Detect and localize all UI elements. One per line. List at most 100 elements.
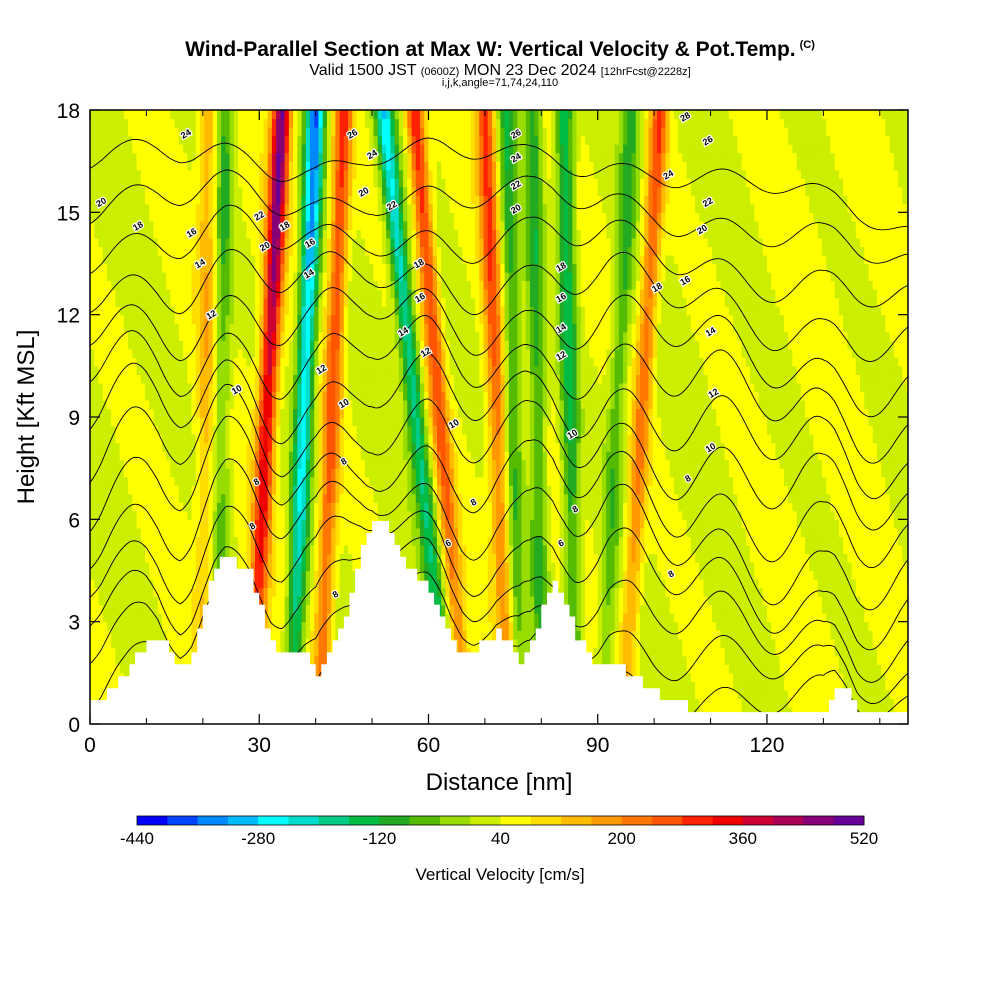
field-cell [284, 297, 290, 307]
field-cell [365, 459, 370, 469]
field-cell [187, 391, 193, 401]
field-cell [322, 604, 328, 614]
field-cell [348, 280, 353, 290]
field-cell [339, 127, 345, 137]
field-cell [348, 434, 353, 444]
field-cell [106, 195, 112, 205]
field-cell [212, 314, 218, 324]
field-cell [246, 237, 252, 248]
field-cell [276, 314, 281, 324]
field-cell [136, 596, 142, 606]
field-cell [166, 604, 171, 614]
field-cell [280, 161, 286, 171]
field-cell [377, 399, 383, 410]
field-cell [246, 391, 252, 401]
field-cell [115, 246, 121, 256]
field-cell [119, 451, 125, 461]
field-cell [229, 297, 235, 307]
field-cell [238, 246, 243, 256]
field-cell [373, 237, 379, 248]
field-cell [365, 399, 370, 410]
field-cell [322, 331, 328, 341]
field-cell [174, 621, 180, 631]
field-cell [263, 178, 269, 188]
field-cell [373, 468, 379, 478]
field-cell [145, 468, 150, 478]
field-cell [157, 272, 163, 282]
field-cell [136, 340, 142, 350]
field-cell [365, 434, 370, 444]
field-cell [106, 246, 112, 256]
field-cell [305, 553, 311, 563]
field-cell [178, 536, 184, 546]
field-cell [166, 382, 171, 393]
field-cell [149, 527, 155, 537]
field-cell [208, 451, 214, 461]
field-cell [225, 272, 231, 282]
field-cell [356, 144, 362, 154]
field-cell [178, 408, 184, 418]
field-cell [250, 127, 256, 137]
field-cell [369, 451, 375, 461]
field-cell [335, 374, 341, 384]
field-cell [335, 621, 341, 631]
field-cell [178, 186, 184, 196]
field-cell [259, 579, 265, 589]
field-cell [208, 382, 214, 393]
field-cell [360, 246, 366, 256]
field-cell [90, 203, 95, 213]
field-cell [250, 161, 256, 171]
field-cell [225, 263, 231, 273]
field-cell [174, 476, 180, 486]
field-cell [310, 365, 315, 375]
field-cell [119, 544, 125, 555]
field-cell [221, 502, 226, 512]
field-cell [102, 314, 108, 324]
field-cell [305, 263, 311, 273]
field-cell [280, 570, 286, 580]
field-cell [314, 254, 320, 265]
field-cell [98, 561, 104, 572]
field-cell [200, 152, 205, 162]
field-cell [377, 365, 383, 375]
field-cell [352, 127, 358, 137]
field-cell [225, 425, 231, 435]
field-cell [259, 570, 265, 580]
copyright-mark: (C) [799, 39, 815, 51]
field-cell [212, 272, 218, 282]
field-cell [284, 161, 290, 171]
field-cell [242, 203, 248, 213]
field-cell [348, 476, 353, 486]
field-cell [191, 110, 197, 120]
field-cell [140, 493, 146, 503]
field-cell [187, 459, 193, 469]
field-cell [314, 297, 320, 307]
field-cell [183, 442, 188, 452]
field-cell [297, 604, 303, 614]
field-cell [255, 510, 260, 520]
field-cell [293, 118, 298, 128]
field-cell [229, 229, 235, 239]
field-cell [153, 382, 159, 393]
field-cell [106, 297, 112, 307]
field-cell [238, 254, 243, 265]
field-cell [128, 391, 133, 401]
field-cell [288, 647, 294, 657]
field-cell [115, 647, 121, 657]
field-cell [250, 382, 256, 393]
field-cell [90, 493, 95, 503]
field-cell [271, 314, 277, 324]
field-cell [145, 169, 150, 179]
field-cell [343, 237, 349, 248]
field-cell [356, 485, 362, 495]
field-cell [288, 272, 294, 282]
field-cell [229, 374, 235, 384]
field-cell [123, 442, 129, 452]
field-cell [106, 382, 112, 393]
field-cell [280, 519, 286, 529]
field-cell [145, 272, 150, 282]
field-cell [356, 306, 362, 316]
field-cell [187, 323, 193, 333]
field-cell [280, 493, 286, 503]
field-cell [288, 289, 294, 299]
